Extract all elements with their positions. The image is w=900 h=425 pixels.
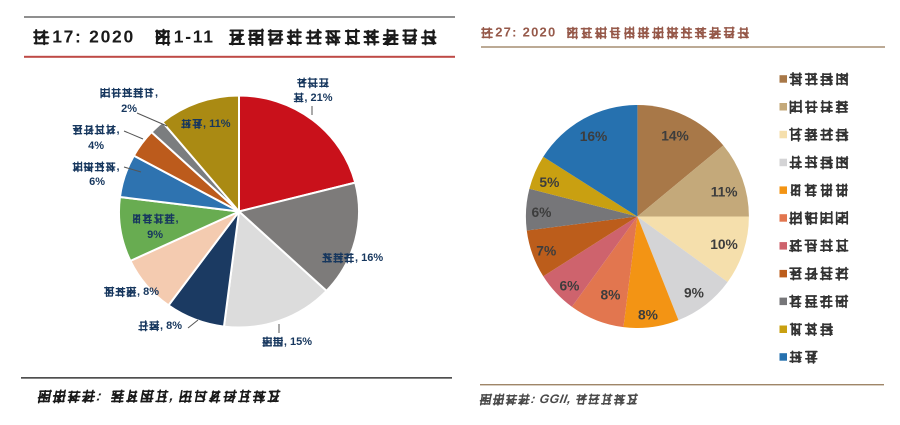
svg-text:,: , bbox=[155, 87, 158, 99]
svg-text:, 16%: , 16% bbox=[355, 252, 383, 264]
svg-text:4%: 4% bbox=[88, 140, 104, 152]
svg-text:, 8%: , 8% bbox=[137, 286, 159, 298]
svg-text:: GGII,: : GGII, bbox=[530, 392, 573, 406]
svg-text:, 21%: , 21% bbox=[304, 92, 332, 104]
svg-text:,: , bbox=[168, 388, 176, 404]
svg-text:, 15%: , 15% bbox=[284, 336, 312, 348]
svg-text:14%: 14% bbox=[661, 128, 689, 143]
svg-text:9%: 9% bbox=[684, 285, 704, 300]
svg-text:2%: 2% bbox=[121, 103, 137, 115]
svg-text::: : bbox=[95, 388, 103, 404]
svg-text:6%: 6% bbox=[560, 278, 580, 293]
svg-text:,: , bbox=[117, 124, 120, 136]
svg-text:17: 2020: 17: 2020 bbox=[52, 26, 135, 46]
svg-text:6%: 6% bbox=[532, 205, 552, 220]
svg-text:16%: 16% bbox=[580, 129, 608, 144]
svg-text:6%: 6% bbox=[89, 176, 105, 188]
svg-text:5%: 5% bbox=[539, 175, 559, 190]
svg-text:,: , bbox=[176, 213, 179, 225]
svg-text:, 11%: , 11% bbox=[203, 118, 231, 130]
svg-text:1-11: 1-11 bbox=[174, 26, 215, 46]
svg-text:, 8%: , 8% bbox=[160, 320, 182, 332]
svg-text:8%: 8% bbox=[638, 307, 658, 322]
svg-text:27: 2020: 27: 2020 bbox=[495, 25, 556, 40]
svg-text:9%: 9% bbox=[147, 229, 163, 241]
svg-text:8%: 8% bbox=[601, 287, 621, 302]
svg-text:7%: 7% bbox=[536, 243, 556, 258]
svg-text:,: , bbox=[117, 161, 120, 173]
svg-text:11%: 11% bbox=[711, 184, 738, 199]
svg-text:10%: 10% bbox=[710, 237, 738, 252]
